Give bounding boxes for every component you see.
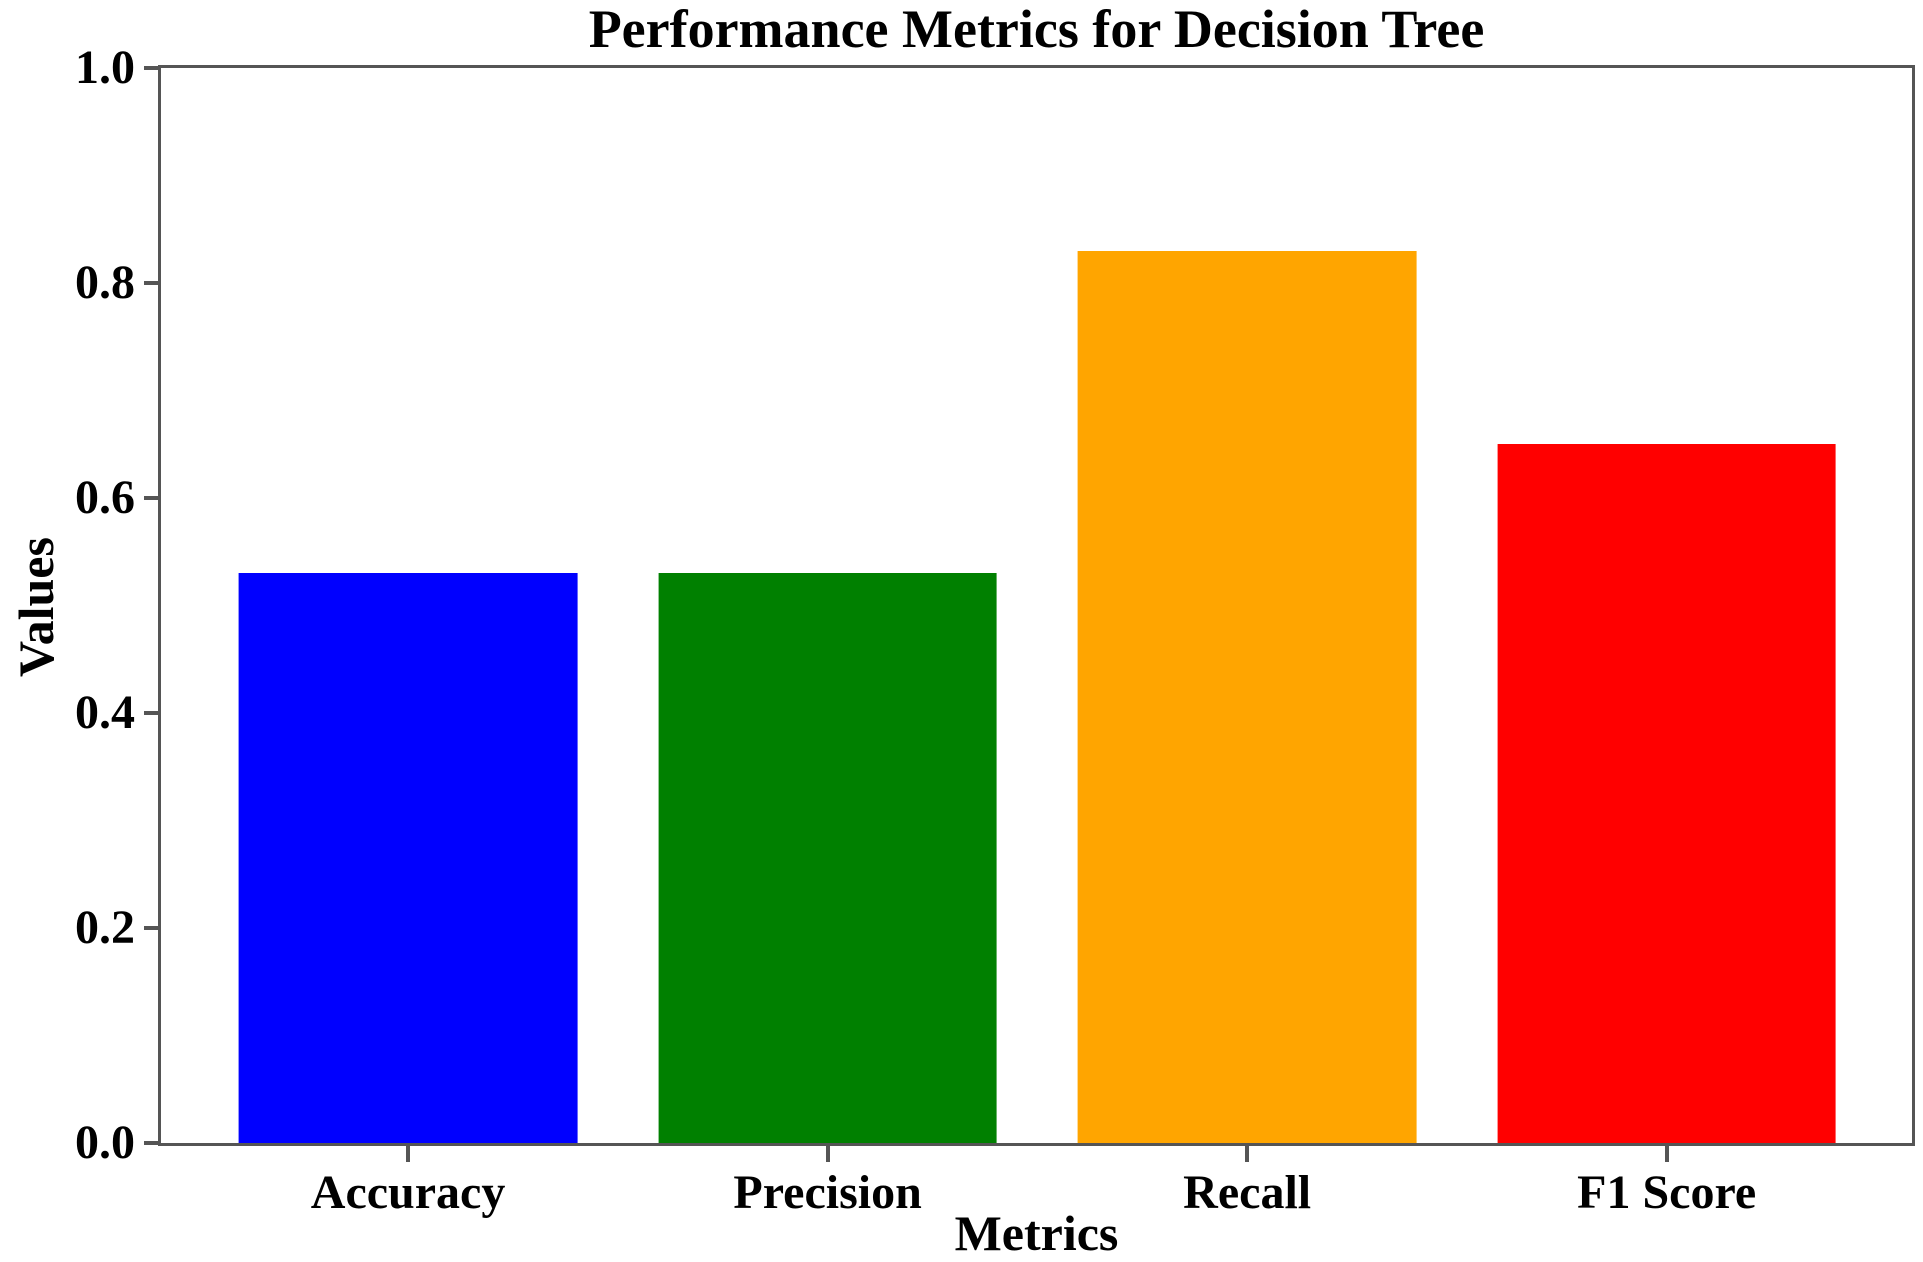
chart-title: Performance Metrics for Decision Tree [588, 0, 1485, 59]
y-tick-label-0.0: 0.0 [75, 1116, 135, 1169]
y-tick-label-1.0: 1.0 [75, 41, 135, 94]
bar-accuracy [238, 573, 578, 1143]
x-tick-label-accuracy: Accuracy [310, 1166, 506, 1219]
bar-f1-score [1497, 444, 1837, 1143]
y-tick-label-0.8: 0.8 [75, 256, 135, 309]
plot-area: Accuracy Precision Recall F1 Score 0.0 0.2 0.4… [75, 44, 1915, 1219]
x-tick-label-precision: Precision [733, 1166, 922, 1219]
x-tick-label-f1-score: F1 Score [1577, 1166, 1757, 1219]
bar-recall [1077, 250, 1417, 1143]
x-axis-label: Metrics [954, 1205, 1119, 1261]
y-tick-mark-1.0 [144, 66, 161, 70]
y-axis-label: Values [8, 537, 64, 677]
bar-precision [658, 573, 997, 1143]
y-tick-mark-0.4 [144, 711, 161, 715]
y-tick-mark-0.6 [144, 496, 161, 500]
y-tick-label-0.4: 0.4 [75, 686, 135, 739]
y-tick-label-0.6: 0.6 [75, 471, 135, 524]
x-tick-mark-f1-score [1664, 1146, 1669, 1162]
y-tick-label-0.2: 0.2 [75, 901, 135, 954]
y-tick-mark-0.2 [144, 926, 161, 930]
x-tick-mark-accuracy [406, 1146, 411, 1162]
x-tick-mark-precision [825, 1146, 830, 1162]
y-tick-mark-0.0 [144, 1141, 161, 1145]
y-tick-mark-0.8 [144, 281, 161, 285]
x-tick-mark-recall [1245, 1146, 1250, 1162]
x-tick-label-recall: Recall [1183, 1166, 1312, 1219]
